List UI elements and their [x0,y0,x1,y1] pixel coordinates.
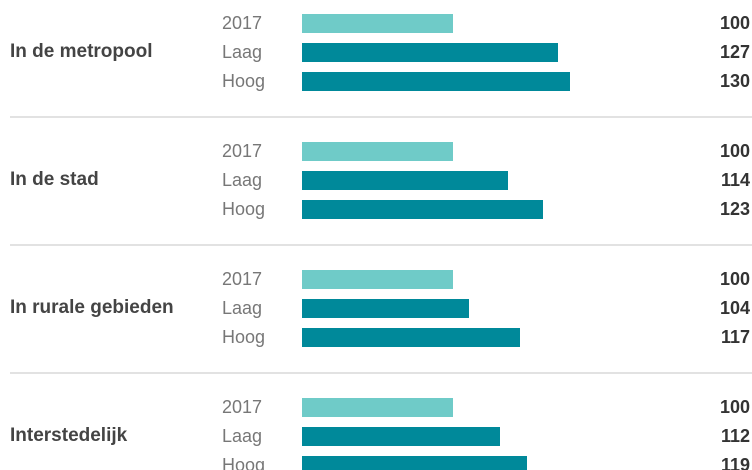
value-label: 100 [719,13,750,33]
value-label: 117 [720,327,750,347]
series-label: 2017 [222,141,263,161]
series-label: Laag [222,170,263,190]
value-label: 100 [719,269,750,289]
value-label: 119 [720,455,750,470]
bar [302,269,454,289]
bar [302,141,454,161]
bar [302,13,454,33]
bar [302,455,528,470]
series-label: 2017 [222,269,263,289]
series-label: 2017 [222,13,263,33]
series-label: Hoog [222,455,266,470]
bar [302,170,508,190]
bar [302,327,520,347]
bar [302,71,570,91]
value-label: 104 [719,298,750,318]
series-label: Laag [222,298,263,318]
bar [302,426,501,446]
series-label: 2017 [222,397,263,417]
group-label: In de metropool [10,41,153,62]
value-label: 123 [719,199,750,219]
separator [10,372,752,374]
bar [302,42,559,62]
bar [302,397,454,417]
value-label: 127 [719,42,750,62]
separator [10,244,752,246]
group-label: In de stad [10,169,99,190]
value-label: 112 [720,426,750,446]
group-label: In rurale gebieden [10,297,174,318]
bar [302,199,543,219]
group-label: Interstedelijk [10,425,128,446]
value-label: 114 [720,170,750,190]
series-label: Hoog [222,199,266,219]
series-label: Hoog [222,71,266,91]
separator [10,116,752,118]
series-label: Laag [222,426,263,446]
series-label: Hoog [222,327,266,347]
series-label: Laag [222,42,263,62]
bar [302,298,469,318]
value-label: 100 [719,397,750,417]
value-label: 130 [719,71,750,91]
value-label: 100 [719,141,750,161]
